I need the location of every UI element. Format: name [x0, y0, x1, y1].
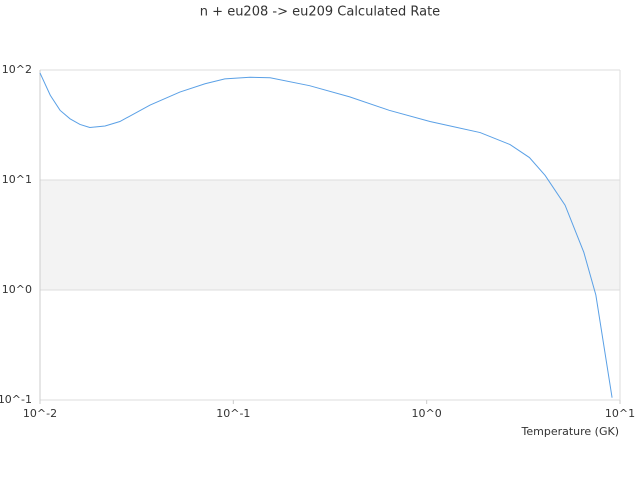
plot-band — [40, 180, 620, 290]
x-tick-label: 10^-1 — [216, 407, 250, 420]
x-tick-label: 10^1 — [605, 407, 635, 420]
y-tick-label: 10^-1 — [0, 393, 32, 406]
x-tick-label: 10^0 — [412, 407, 442, 420]
x-axis-label: Temperature (GK) — [521, 425, 620, 438]
x-tick-label: 10^-2 — [23, 407, 57, 420]
y-tick-label: 10^1 — [2, 173, 32, 186]
y-tick-label: 10^0 — [2, 283, 32, 296]
y-tick-label: 10^2 — [2, 63, 32, 76]
chart-title: n + eu208 -> eu209 Calculated Rate — [200, 5, 440, 20]
data-line — [39, 72, 613, 398]
